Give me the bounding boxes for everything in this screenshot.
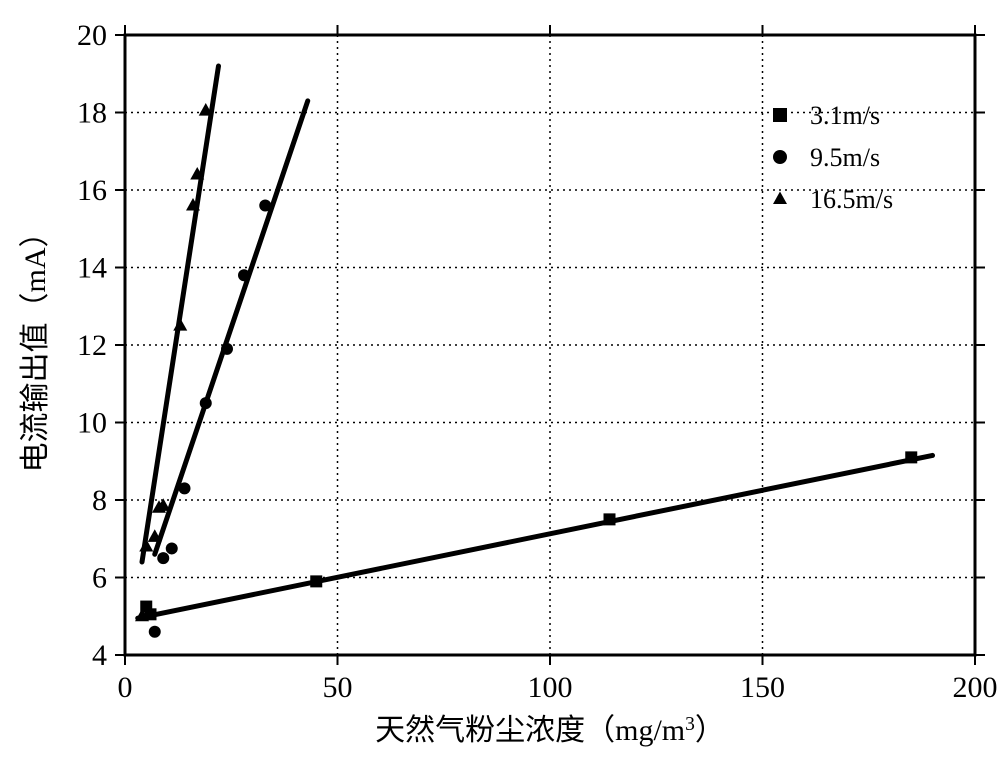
svg-text:16: 16 [77, 174, 107, 207]
svg-text:14: 14 [77, 252, 107, 285]
svg-text:12: 12 [77, 329, 107, 362]
svg-text:50: 50 [323, 671, 353, 704]
svg-text:10: 10 [77, 407, 107, 440]
svg-text:4: 4 [92, 639, 107, 672]
svg-text:200: 200 [953, 671, 998, 704]
svg-text:18: 18 [77, 97, 107, 130]
svg-text:150: 150 [740, 671, 785, 704]
x-axis-label: 天然气粉尘浓度（mg/m3） [375, 714, 725, 748]
y-axis-label: 电流输出值（mA） [19, 218, 52, 473]
legend-label: 16.5m/s [810, 185, 893, 214]
legend-label: 3.1m/s [810, 101, 880, 130]
svg-text:20: 20 [77, 19, 107, 52]
legend-label: 9.5m/s [810, 143, 880, 172]
scatter-chart: 0 50 100 150 200 4 6 8 10 12 14 16 18 20 天然气粉尘浓度（mg/m3… [0, 0, 1000, 768]
svg-text:0: 0 [118, 671, 133, 704]
chart-container: 0 50 100 150 200 4 6 8 10 12 14 16 18 20 天然气粉尘浓度（mg/m3… [0, 0, 1000, 768]
svg-text:6: 6 [92, 562, 107, 595]
svg-text:8: 8 [92, 484, 107, 517]
svg-text:100: 100 [528, 671, 573, 704]
